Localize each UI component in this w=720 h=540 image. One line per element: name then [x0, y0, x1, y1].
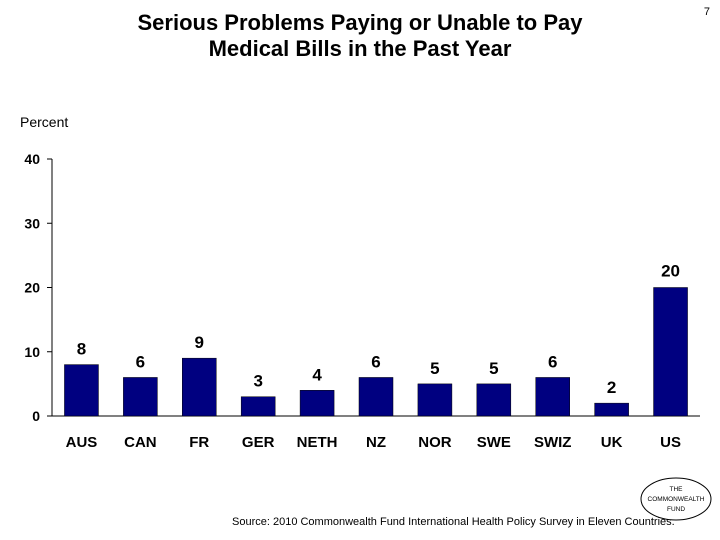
data-label: 5	[430, 359, 439, 378]
y-tick-label: 20	[24, 280, 40, 296]
logo-circle-icon	[640, 477, 712, 521]
bar-us	[653, 287, 688, 417]
x-tick-label: GER	[242, 434, 275, 451]
source-note: Source: 2010 Commonwealth Fund Internati…	[232, 516, 675, 528]
data-label: 9	[195, 333, 204, 352]
bar-nor	[417, 383, 453, 417]
data-label: 6	[548, 352, 557, 371]
data-label: 5	[489, 359, 498, 378]
y-axis-unit-label: Percent	[20, 114, 69, 130]
commonwealth-fund-logo: THE COMMONWEALTH FUND	[638, 476, 714, 522]
x-tick-label: CAN	[124, 434, 157, 451]
logo-line-3: FUND	[666, 506, 686, 513]
x-tick-label: SWE	[477, 434, 511, 451]
bar-fr	[182, 357, 217, 417]
x-tick-label: NZ	[366, 434, 386, 451]
x-tick-label: UK	[601, 434, 623, 451]
data-label: 4	[312, 365, 322, 384]
bar-uk	[594, 402, 629, 417]
bar-can	[123, 377, 158, 417]
y-tick-label: 40	[24, 151, 40, 167]
bar-ger	[240, 396, 276, 417]
data-label: 6	[371, 352, 380, 371]
x-tick-label: US	[660, 434, 681, 451]
logo-line-2: COMMONWEALTH	[647, 496, 705, 503]
bar-swe	[476, 383, 512, 417]
logo-text: THE COMMONWEALTH FUND	[638, 485, 714, 515]
chart-title-line-1: Serious Problems Paying or Unable to Pay	[137, 10, 583, 35]
data-label: 6	[136, 352, 145, 371]
x-tick-label: NETH	[297, 434, 338, 451]
chart-title-line-2: Medical Bills in the Past Year	[208, 36, 512, 61]
data-label: 3	[253, 372, 262, 391]
y-tick-label: 0	[32, 408, 40, 424]
x-tick-label: AUS	[66, 434, 98, 451]
bar-neth	[299, 390, 335, 417]
logo-line-1: THE	[669, 486, 683, 493]
data-label: 2	[607, 378, 616, 397]
data-label: 20	[661, 262, 680, 281]
x-tick-label: FR	[189, 434, 209, 451]
bar-nz	[358, 377, 394, 417]
x-tick-label: SWIZ	[534, 434, 572, 451]
y-tick-label: 10	[24, 344, 40, 360]
data-label: 8	[77, 340, 86, 359]
bar-swiz	[535, 377, 570, 417]
y-tick-label: 30	[24, 215, 40, 231]
chart-title: Serious Problems Paying or Unable to Pay…	[90, 10, 630, 62]
bar-aus	[64, 364, 99, 417]
page-number: 7	[703, 6, 710, 18]
x-tick-label: NOR	[418, 434, 452, 451]
